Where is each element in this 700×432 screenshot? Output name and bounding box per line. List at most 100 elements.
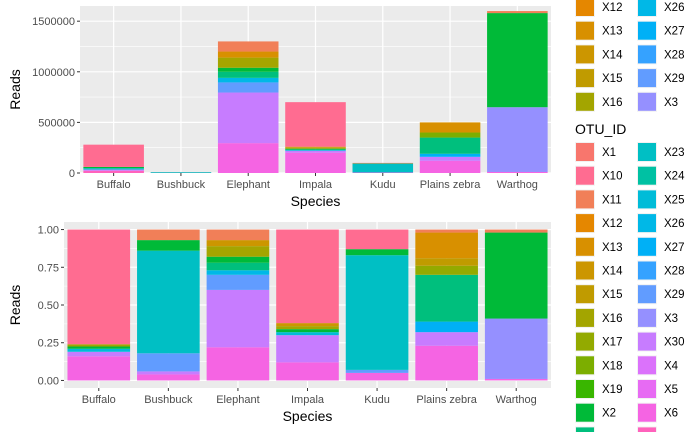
legend-label: X30 bbox=[664, 337, 684, 349]
bar-segment-x14 bbox=[206, 240, 270, 247]
legend-item-x26: X26 bbox=[637, 0, 684, 17]
legend-swatch bbox=[638, 308, 656, 327]
bar-segment-x27 bbox=[419, 153, 481, 157]
legend-item-x29: X29 bbox=[637, 284, 684, 305]
legend-label: X2 bbox=[602, 408, 616, 420]
bar-segment-x16 bbox=[217, 57, 279, 68]
bar-elephant bbox=[217, 41, 279, 173]
bar-segment-x11 bbox=[487, 11, 548, 14]
x-tick-label: Elephant bbox=[226, 179, 269, 191]
legend-label: X28 bbox=[664, 49, 684, 61]
legend-item-x18: X18 bbox=[575, 355, 622, 376]
legend-swatch bbox=[576, 308, 594, 327]
bar-segment-x11 bbox=[206, 229, 270, 241]
bar-segment-x2 bbox=[83, 166, 144, 169]
legend-item-x23: X23 bbox=[637, 142, 684, 162]
bar-segment-x25 bbox=[67, 348, 131, 352]
bar-segment-x26 bbox=[217, 77, 279, 83]
bar-segment-x11 bbox=[137, 229, 200, 241]
bar-segment-x10 bbox=[83, 144, 144, 167]
x-tick-label: Buffalo bbox=[97, 179, 131, 191]
legend-title: OTU_ID bbox=[575, 121, 626, 137]
bar-segment-x2 bbox=[67, 346, 131, 349]
legend-swatch bbox=[576, 427, 594, 432]
bar-segment-x29 bbox=[206, 274, 270, 290]
bar-segment-x15 bbox=[415, 258, 478, 266]
bar-segment-x23 bbox=[150, 172, 212, 173]
legend-swatch bbox=[638, 237, 656, 256]
bar-segment-x29 bbox=[217, 82, 279, 93]
bar-segment-x10 bbox=[276, 229, 339, 324]
bar-bushbuck bbox=[137, 229, 200, 381]
legend-swatch bbox=[638, 166, 656, 185]
legend-swatch bbox=[576, 403, 594, 422]
legend-swatch bbox=[638, 356, 656, 375]
legend-item-x17: X17 bbox=[575, 331, 622, 352]
y-tick-label: 0 bbox=[69, 168, 75, 180]
legend-item-x14: X14 bbox=[575, 260, 623, 281]
bar-segment-x14 bbox=[285, 146, 346, 148]
legend-label: X11 bbox=[602, 194, 622, 206]
legend-swatch bbox=[638, 427, 656, 432]
bar-segment-x6 bbox=[67, 356, 131, 381]
x-tick-label: Elephant bbox=[216, 394, 259, 406]
legend-swatch bbox=[576, 166, 594, 185]
bar-segment-x30 bbox=[217, 92, 279, 144]
legend-item-x3: X3 bbox=[637, 307, 678, 328]
legend-swatch bbox=[576, 0, 594, 16]
legend-item-x5: X5 bbox=[637, 379, 678, 399]
legend-label: X12 bbox=[602, 218, 622, 230]
bar-segment-x23 bbox=[137, 250, 200, 354]
x-tick-label: Impala bbox=[299, 179, 333, 191]
bar-warthog bbox=[484, 229, 548, 381]
bar-segment-x10 bbox=[67, 229, 131, 345]
bar-segment-x3 bbox=[484, 318, 548, 379]
bar-plains-zebra bbox=[415, 229, 478, 381]
bar-segment-x30 bbox=[276, 335, 339, 363]
bar-segment-x30 bbox=[285, 150, 346, 153]
legend-label: X6 bbox=[664, 408, 678, 420]
legend-swatch bbox=[576, 69, 594, 88]
bar-segment-x30 bbox=[67, 351, 131, 357]
legend-label: X19 bbox=[602, 384, 622, 396]
bar-segment-x6 bbox=[137, 374, 200, 381]
bar-segment-x7 bbox=[83, 170, 144, 173]
bar-segment-x6 bbox=[206, 347, 270, 381]
bar-segment-x25 bbox=[285, 149, 346, 151]
legend-swatch bbox=[576, 45, 594, 64]
bar-segment-x6 bbox=[217, 143, 279, 173]
legend-swatch bbox=[638, 261, 656, 280]
legend-item-x12: X12 bbox=[575, 213, 622, 234]
legend-swatch bbox=[576, 380, 594, 398]
bar-segment-x2 bbox=[285, 148, 346, 150]
bar-segment-x13 bbox=[217, 51, 279, 58]
bar-segment-x2 bbox=[206, 256, 270, 263]
legend-swatch bbox=[576, 285, 594, 304]
legend-swatch bbox=[638, 143, 656, 161]
legend-item-x16: X16 bbox=[575, 307, 622, 328]
bar-segment-x2 bbox=[276, 329, 339, 333]
y-tick-label: 0.75 bbox=[38, 262, 59, 274]
legend-swatch bbox=[576, 92, 594, 111]
legend-swatch bbox=[638, 380, 656, 398]
legend-item-x27: X27 bbox=[637, 236, 684, 257]
legend-swatch bbox=[576, 261, 594, 280]
bar-segment-x23 bbox=[83, 168, 144, 170]
legend-label: X25 bbox=[664, 194, 684, 206]
bar-kudu bbox=[345, 229, 409, 381]
x-axis-title: Species bbox=[283, 408, 333, 424]
bar-segment-x30 bbox=[206, 289, 270, 348]
legend-label: X16 bbox=[602, 97, 622, 109]
x-tick-label: Kudu bbox=[370, 179, 396, 191]
legend-label: X27 bbox=[664, 26, 684, 38]
legend-top-partial: X12 X26 X13 X27 X14 X28 X15 X29 X16 X3 bbox=[575, 0, 684, 112]
legend-swatch bbox=[638, 21, 656, 40]
legend-label: X28 bbox=[664, 266, 684, 278]
legend-label: X3 bbox=[664, 97, 678, 109]
legend-swatch bbox=[576, 356, 594, 375]
bar-segment-x25 bbox=[276, 332, 339, 336]
legend-item-x12: X12 bbox=[575, 0, 622, 17]
legend-swatch bbox=[638, 190, 656, 209]
bar-segment-x10 bbox=[352, 162, 414, 164]
bar-segment-x2 bbox=[345, 249, 409, 256]
